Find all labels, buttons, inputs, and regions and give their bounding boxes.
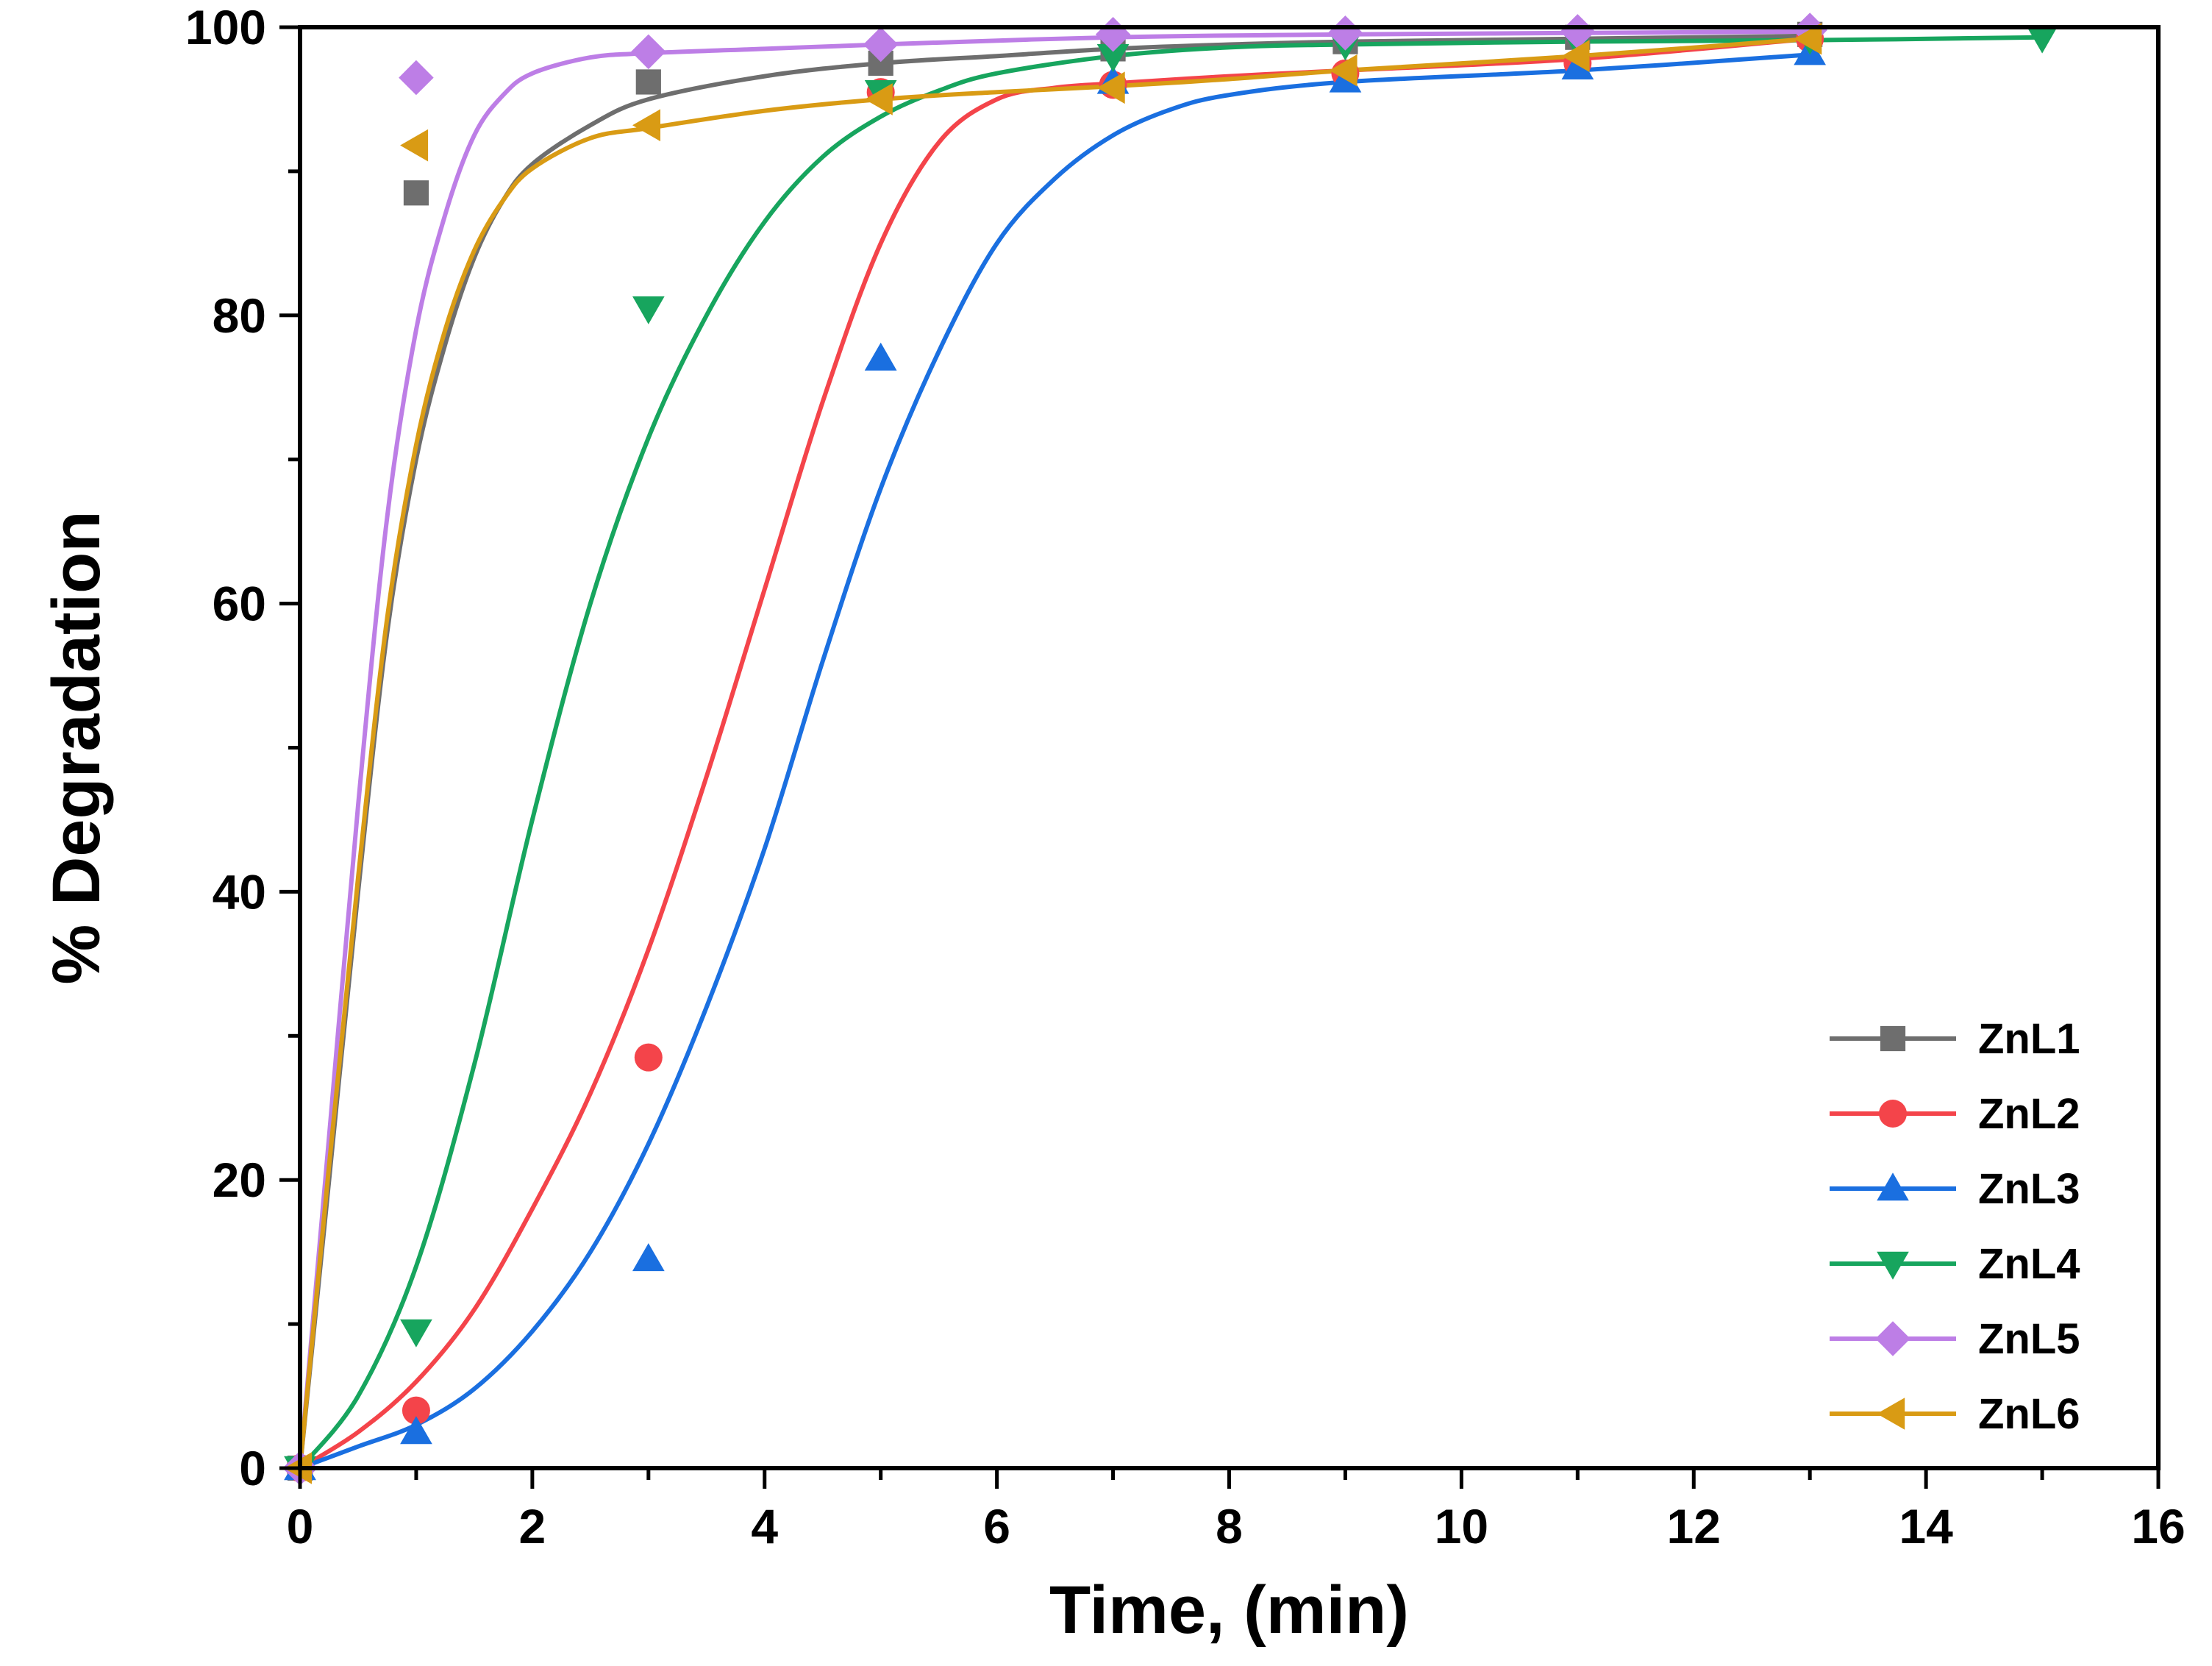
marker-znl3-point-6 [1561,51,1594,79]
x-tick-label: 12 [1667,1499,1721,1553]
y-tick-label: 20 [213,1153,266,1207]
marker-znl4-point-8 [2026,25,2058,54]
marker-znl5-point-1 [399,60,434,96]
marker-znl6-point-6 [1561,40,1590,72]
marker-znl6-point-1 [400,129,429,162]
marker-znl2-point-2 [634,1043,663,1072]
legend-marker-znl6 [1877,1398,1905,1430]
x-tick-label: 14 [1899,1499,1953,1553]
marker-znl4-point-2 [632,296,665,324]
fit-curve-znl3 [298,52,1813,1470]
marker-znl4-point-1 [400,1319,432,1348]
legend-label-znl2: ZnL2 [1978,1090,2080,1138]
x-tick-label: 6 [983,1499,1010,1553]
marker-znl1-point-2 [635,69,661,95]
legend-marker-znl5 [1875,1321,1910,1356]
legend-label-znl6: ZnL6 [1978,1390,2080,1438]
legend-label-znl4: ZnL4 [1978,1240,2080,1288]
fit-curve-znl5 [298,29,1813,1470]
marker-znl4-point-4 [1096,44,1130,72]
x-tick-label: 2 [519,1499,546,1553]
marker-znl5-point-6 [1560,14,1596,49]
fit-curve-znl6 [298,36,1813,1470]
marker-znl5-point-3 [863,26,899,63]
x-tick-label: 8 [1216,1499,1243,1553]
marker-znl5-point-5 [1327,15,1363,51]
x-tick-label: 10 [1435,1499,1488,1553]
legend-marker-znl2 [1879,1100,1907,1128]
y-tick-label: 0 [239,1441,266,1495]
marker-znl6-point-4 [1096,71,1125,104]
legend-marker-znl4 [1877,1251,1909,1280]
legend-marker-znl3 [1877,1172,1909,1201]
marker-znl3-point-1 [400,1416,432,1445]
marker-znl6-point-2 [632,109,660,142]
legend: ZnL1 ZnL2 ZnL3 ZnL4 ZnL5 ZnL6 [1830,1015,2080,1438]
axes: 0 2 4 6 8 10 12 14 16 0 20 40 60 80 100 Time, (min) % De… [39,0,2186,1648]
data-markers [282,13,2058,1486]
marker-znl6-point-5 [1329,54,1357,87]
marker-znl3-point-2 [632,1243,665,1272]
y-axis-title: % Degradation [39,510,114,984]
fit-curves [298,29,2045,1470]
legend-label-znl3: ZnL3 [1978,1165,2080,1213]
y-tick-label: 60 [213,577,266,631]
marker-znl6-point-3 [864,83,893,115]
y-tick-label: 40 [213,864,266,919]
fit-curve-znl4 [298,35,2045,1470]
y-tick-label: 80 [213,288,266,343]
marker-znl1-point-1 [403,180,429,206]
legend-marker-znl1 [1880,1025,1906,1052]
marker-znl3-point-3 [864,342,897,371]
x-tick-label: 0 [287,1499,314,1553]
marker-znl5-point-2 [631,34,666,70]
x-tick-label: 16 [2131,1499,2185,1553]
marker-znl6-point-7 [1794,22,1822,55]
x-axis-title: Time, (min) [1049,1573,1409,1648]
legend-label-znl1: ZnL1 [1978,1015,2080,1063]
legend-label-znl5: ZnL5 [1978,1315,2080,1363]
marker-znl2-point-1 [402,1396,430,1425]
x-tick-label: 4 [751,1499,778,1553]
y-tick-label: 100 [185,0,266,54]
